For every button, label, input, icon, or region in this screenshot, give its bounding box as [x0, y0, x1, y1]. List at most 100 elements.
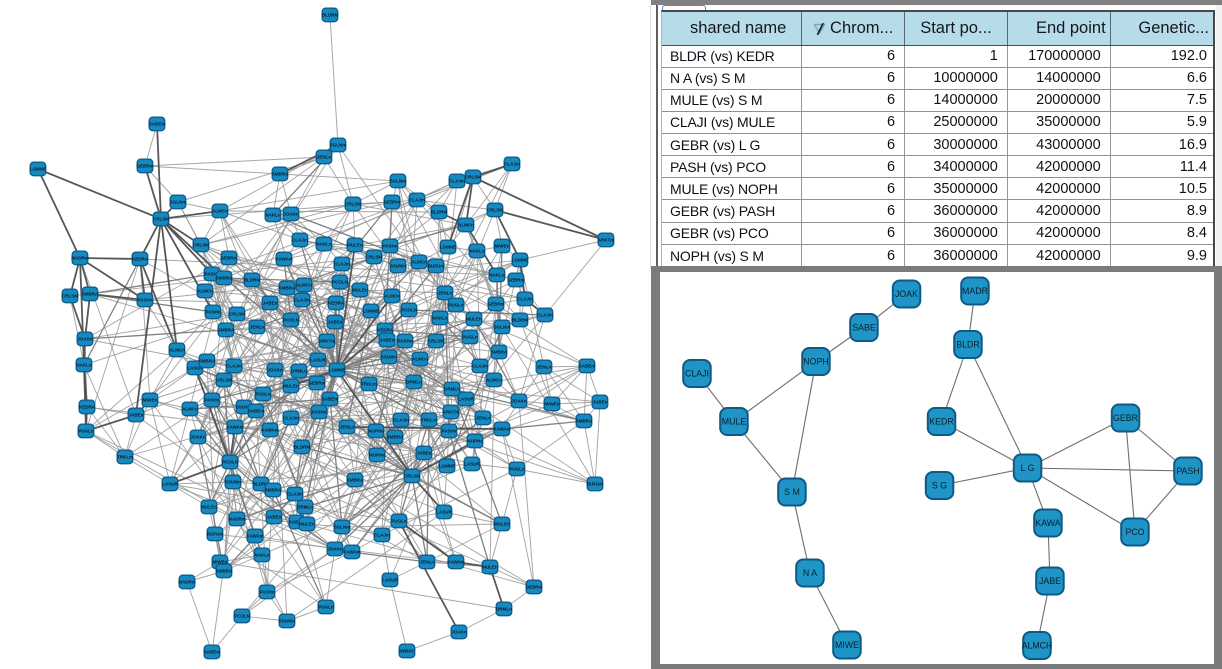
svg-text:NAKLo: NAKLo [316, 242, 331, 247]
svg-text:LASUR: LASUR [464, 462, 480, 467]
svg-text:NOPHe: NOPHe [467, 439, 483, 444]
svg-text:KEDRA: KEDRA [132, 257, 149, 262]
svg-text:ALMCn: ALMCn [412, 357, 428, 362]
svg-text:SMBRA: SMBRA [199, 359, 216, 364]
svg-text:BLDRM: BLDRM [322, 13, 338, 18]
svg-text:BLDRM: BLDRM [294, 445, 310, 450]
svg-text:JABEn: JABEn [129, 413, 144, 418]
svg-text:CLAJI: CLAJI [685, 369, 709, 379]
svg-text:CLAJm: CLAJm [294, 298, 310, 303]
svg-text:SSUWn: SSUWn [225, 480, 242, 485]
svg-text:BLDR: BLDR [956, 340, 979, 350]
svg-text:PCO: PCO [1125, 527, 1144, 537]
svg-text:PASHn: PASHn [205, 398, 220, 403]
svg-text:SSUWn: SSUWn [390, 264, 407, 269]
svg-text:KAWAm: KAWAm [261, 428, 279, 433]
svg-text:S M: S M [784, 487, 800, 497]
svg-text:DRMLn: DRMLn [496, 607, 512, 612]
svg-text:MULEn: MULEn [466, 317, 482, 322]
svg-text:GEBRm: GEBRm [383, 200, 400, 205]
svg-text:PASHn: PASHn [312, 410, 327, 415]
svg-text:SMBRA: SMBRA [387, 435, 404, 440]
svg-text:CLAJm: CLAJm [472, 364, 488, 369]
svg-text:ALMCH: ALMCH [1022, 641, 1053, 651]
svg-text:PCOLN: PCOLN [234, 614, 250, 619]
svg-text:PUGLn: PUGLn [462, 335, 478, 340]
svg-text:LGMNE: LGMNE [329, 368, 345, 373]
svg-text:SGLNm: SGLNm [330, 143, 347, 148]
svg-text:PASHn: PASHn [442, 429, 457, 434]
svg-text:NAKLo: NAKLo [76, 363, 91, 368]
svg-text:JENLn: JENLn [476, 416, 491, 421]
svg-text:ARKTm: ARKTm [443, 410, 460, 415]
svg-text:NAKLo: NAKLo [265, 213, 280, 218]
svg-text:TRKLm: TRKLm [361, 382, 377, 387]
svg-text:CLAJm: CLAJm [504, 162, 520, 167]
svg-text:PCOLN: PCOLN [332, 280, 348, 285]
svg-text:SABEm: SABEm [289, 520, 306, 525]
svg-text:ARKTm: ARKTm [598, 238, 615, 243]
svg-text:NOPHe: NOPHe [369, 453, 385, 458]
svg-text:KEDRA: KEDRA [377, 328, 394, 333]
svg-text:CRLSM: CRLSM [428, 339, 444, 344]
svg-text:GEBRm: GEBRm [220, 256, 237, 261]
svg-text:DRMLn: DRMLn [291, 369, 307, 374]
svg-text:GEBRm: GEBRm [525, 585, 542, 590]
svg-text:JOAKn: JOAKn [451, 630, 467, 635]
svg-text:JOAKn: JOAKn [511, 399, 527, 404]
svg-text:PUGLn: PUGLn [78, 429, 94, 434]
svg-text:ALMCn: ALMCn [384, 294, 400, 299]
svg-text:N A: N A [803, 568, 817, 578]
svg-text:JOAKn: JOAKn [267, 368, 283, 373]
svg-text:CLAJm: CLAJm [374, 533, 390, 538]
svg-text:PASH: PASH [1176, 466, 1199, 476]
svg-text:JABEn: JABEn [263, 301, 278, 306]
svg-text:CRLSM: CRLSM [487, 208, 503, 213]
svg-text:KEDR: KEDR [929, 417, 953, 427]
svg-text:ALMCn: ALMCn [296, 283, 312, 288]
svg-text:SABEm: SABEm [248, 409, 265, 414]
svg-text:SMBRA: SMBRA [491, 350, 508, 355]
svg-text:PCOLN: PCOLN [222, 460, 238, 465]
svg-text:DRMLn: DRMLn [444, 387, 460, 392]
svg-text:PASHn: PASHn [398, 339, 413, 344]
svg-text:CRLSM: CRLSM [153, 217, 169, 222]
svg-text:LGMNE: LGMNE [363, 309, 379, 314]
svg-text:SABEm: SABEm [322, 397, 339, 402]
svg-text:BLDRM: BLDRM [431, 210, 447, 215]
svg-text:PUGLn: PUGLn [448, 303, 464, 308]
svg-text:SMBRA: SMBRA [272, 172, 289, 177]
svg-text:DRMLn: DRMLn [297, 505, 313, 510]
svg-text:CLAJm: CLAJm [409, 198, 425, 203]
svg-text:MULEn: MULEn [494, 522, 510, 527]
svg-text:LGMNE: LGMNE [512, 258, 528, 263]
svg-text:PUGLn: PUGLn [391, 519, 407, 524]
svg-text:PCOLN: PCOLN [283, 318, 299, 323]
svg-text:MULEn: MULEn [482, 565, 498, 570]
svg-text:BLDRM: BLDRM [244, 278, 260, 283]
svg-text:PASHn: PASHn [138, 298, 153, 303]
svg-text:PASHn: PASHn [260, 590, 275, 595]
svg-text:KEDRA: KEDRA [79, 405, 96, 410]
svg-text:GEBRm: GEBRm [487, 302, 504, 307]
svg-text:MADRm: MADRm [228, 517, 246, 522]
svg-text:MULEn: MULEn [299, 522, 315, 527]
svg-text:CLAJm: CLAJm [393, 418, 409, 423]
svg-text:L G: L G [1021, 463, 1035, 473]
svg-text:MIWE: MIWE [835, 640, 859, 650]
svg-text:SGLNm: SGLNm [334, 525, 351, 530]
svg-text:SSUWn: SSUWn [279, 619, 296, 624]
svg-text:GEBRm: GEBRm [308, 381, 325, 386]
svg-text:MIWEn: MIWEn [495, 244, 510, 249]
svg-text:CRLSM: CRLSM [366, 255, 382, 260]
svg-text:JENLn: JENLn [420, 560, 435, 565]
svg-text:JOAKn: JOAKn [190, 435, 206, 440]
svg-text:LASUR: LASUR [382, 578, 398, 583]
svg-text:KAWA: KAWA [1035, 518, 1060, 528]
svg-text:NAKLo: NAKLo [489, 273, 504, 278]
svg-text:SMBRA: SMBRA [265, 488, 282, 493]
svg-text:LASUR: LASUR [458, 397, 474, 402]
svg-text:KAWAm: KAWAm [493, 427, 511, 432]
svg-text:PCOLN: PCOLN [401, 308, 417, 313]
svg-text:KAWAm: KAWAm [447, 560, 465, 565]
